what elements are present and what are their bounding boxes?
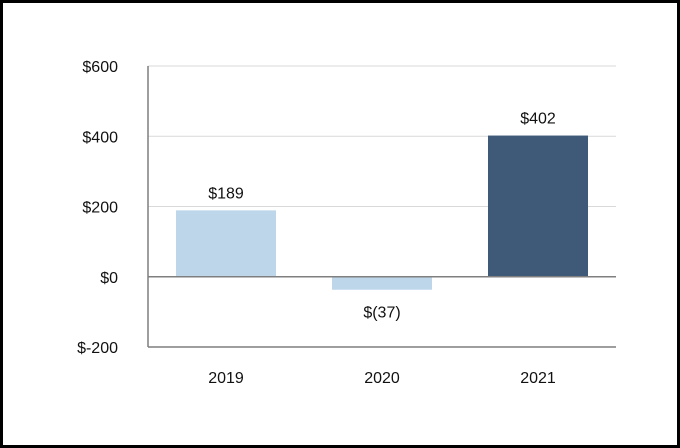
data-label: $(37)	[363, 305, 400, 322]
x-tick-label: 2021	[520, 370, 556, 387]
y-tick-label: $-200	[77, 340, 118, 357]
labels: $600 $400 $200 $0 $-200 $189 2019 $(37) 2020 $402…	[77, 59, 556, 387]
bar-2019	[176, 210, 276, 277]
y-tick-label: $0	[100, 270, 118, 287]
data-label: $402	[520, 111, 556, 128]
bar-2020	[332, 276, 432, 290]
x-tick-label: 2020	[364, 370, 400, 387]
axes	[147, 66, 616, 348]
x-tick-label: 2019	[208, 370, 244, 387]
bars	[176, 135, 588, 290]
y-tick-label: $600	[82, 59, 118, 76]
bar-2021	[488, 135, 588, 277]
data-label: $189	[208, 185, 244, 202]
y-tick-label: $200	[82, 200, 118, 217]
y-tick-label: $400	[82, 129, 118, 146]
